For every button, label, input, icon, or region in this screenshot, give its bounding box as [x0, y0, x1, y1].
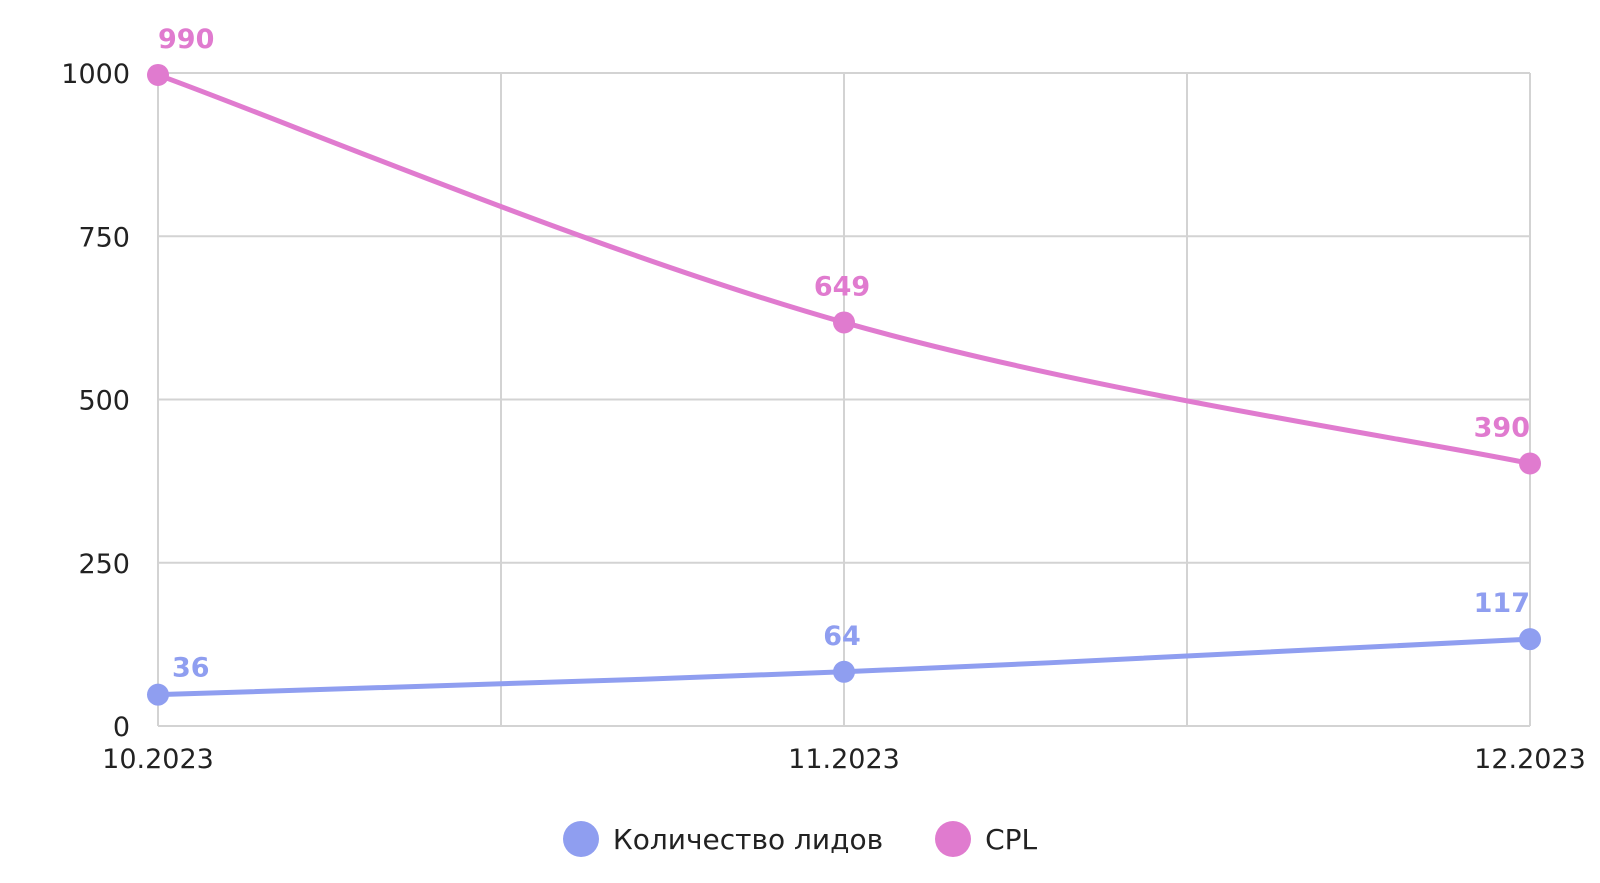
- data-point[interactable]: [833, 311, 855, 334]
- data-point[interactable]: [147, 63, 169, 86]
- legend: Количество лидов CPL: [0, 814, 1600, 864]
- data-label: 990: [158, 24, 214, 55]
- y-tick-label: 500: [78, 386, 130, 417]
- data-label: 64: [823, 621, 861, 652]
- y-tick-label: 750: [78, 222, 130, 253]
- data-label: 390: [1474, 412, 1530, 443]
- y-tick-label: 250: [78, 549, 130, 580]
- y-tick-label: 0: [113, 712, 130, 743]
- x-axis-ticks: 10.2023 11.2023 12.2023: [102, 744, 1586, 775]
- legend-item-leads[interactable]: Количество лидов: [562, 821, 884, 857]
- x-tick-label: 10.2023: [102, 744, 214, 775]
- y-tick-label: 1000: [61, 59, 130, 90]
- x-tick-label: 11.2023: [788, 744, 900, 775]
- legend-marker-cpl: [935, 821, 972, 857]
- legend-item-cpl[interactable]: CPL: [935, 821, 1037, 857]
- line-chart: 0 250 500 750 1000 10.2023 11.2023 12.2023 36 6…: [61, 24, 1586, 775]
- data-point[interactable]: [1519, 628, 1541, 651]
- data-point[interactable]: [147, 683, 169, 706]
- data-labels: 36 64 117 990 649 390: [158, 24, 1530, 684]
- data-label: 117: [1474, 588, 1530, 619]
- data-points: [147, 63, 1541, 706]
- data-point[interactable]: [833, 660, 855, 683]
- data-label: 649: [814, 271, 870, 302]
- legend-marker-leads: [562, 821, 599, 857]
- data-point[interactable]: [1519, 452, 1541, 475]
- y-axis-ticks: 0 250 500 750 1000: [61, 59, 130, 743]
- legend-label-leads: Количество лидов: [612, 822, 884, 856]
- grid-lines: [157, 72, 1531, 727]
- legend-label-cpl: CPL: [985, 822, 1038, 856]
- data-label: 36: [172, 653, 210, 684]
- x-tick-label: 12.2023: [1474, 744, 1586, 775]
